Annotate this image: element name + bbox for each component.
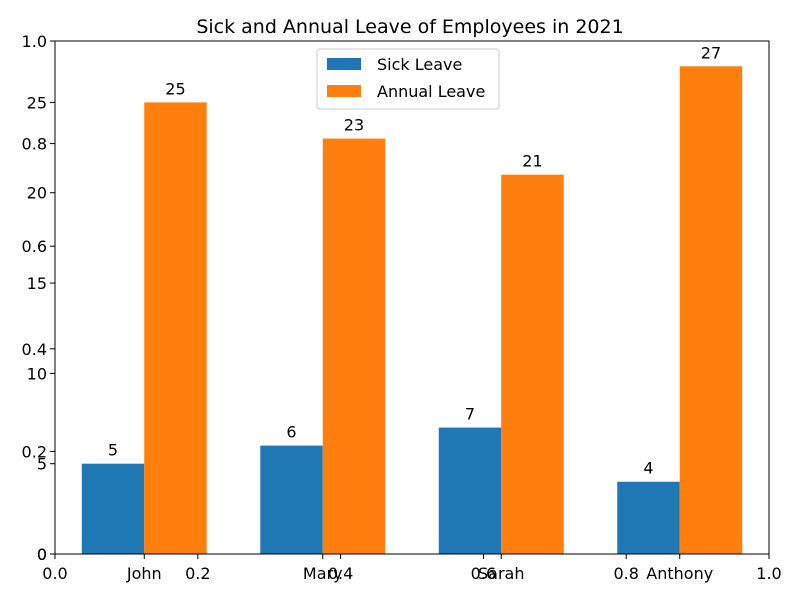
bar bbox=[438, 427, 502, 554]
legend-label: Annual Leave bbox=[377, 82, 485, 101]
y-tick-label: 10 bbox=[27, 364, 47, 383]
bar-value-label: 4 bbox=[643, 459, 653, 478]
bar bbox=[144, 102, 207, 554]
bar bbox=[260, 445, 323, 554]
bar-labels-group: 5 25 6 23 7 21 4 27 bbox=[108, 43, 721, 477]
y-tick-label: 0 bbox=[37, 545, 47, 564]
legend: Sick Leave Annual Leave bbox=[316, 48, 500, 110]
bar bbox=[501, 174, 564, 555]
bar bbox=[322, 138, 386, 555]
bar bbox=[679, 66, 743, 555]
chart-title: Sick and Annual Leave of Employees in 20… bbox=[196, 16, 623, 38]
x-tick-label: Sarah bbox=[478, 564, 524, 583]
bar-value-label: 27 bbox=[701, 43, 721, 62]
y-tick-label: 25 bbox=[27, 93, 47, 112]
legend-swatch bbox=[327, 85, 361, 97]
overlay-y-tick-label: 1.0 bbox=[22, 32, 47, 51]
overlay-y-tick-label: 0 bbox=[37, 545, 47, 564]
y-tick-label: 15 bbox=[27, 274, 47, 293]
overlay-y-tick-label: 0.4 bbox=[22, 340, 47, 359]
x-tick-label: John bbox=[126, 564, 162, 583]
overlay-x-axis: 0.0 0.2 0.4 0.6 0.8 1.0 bbox=[42, 554, 782, 583]
overlay-y-axis: 0 0.2 0.4 0.6 0.8 1.0 bbox=[22, 32, 55, 564]
y-axis: 0 5 10 15 20 25 bbox=[27, 93, 55, 564]
overlay-x-tick-label: 0.4 bbox=[328, 564, 353, 583]
x-tick-label: Mary bbox=[303, 564, 343, 583]
bar-value-label: 6 bbox=[286, 423, 296, 442]
legend-box bbox=[316, 48, 500, 110]
bars-group bbox=[81, 66, 743, 555]
bar bbox=[81, 463, 145, 554]
legend-swatch bbox=[327, 58, 361, 70]
overlay-y-tick-label: 0.6 bbox=[22, 237, 47, 256]
overlay-x-tick-label: 0.2 bbox=[185, 564, 210, 583]
bar bbox=[617, 481, 680, 554]
plot-frame bbox=[54, 40, 770, 555]
bar-value-label: 23 bbox=[344, 116, 364, 135]
bar-value-label: 21 bbox=[522, 152, 542, 171]
x-tick-label: Anthony bbox=[646, 564, 713, 583]
overlay-y-tick-label: 0.8 bbox=[22, 135, 47, 154]
bar-value-label: 25 bbox=[165, 79, 185, 98]
bar-value-label: 5 bbox=[108, 441, 118, 460]
overlay-x-tick-label: 0.8 bbox=[613, 564, 638, 583]
y-tick-label: 20 bbox=[27, 184, 47, 203]
x-axis: John Mary Sarah Anthony bbox=[126, 554, 713, 583]
overlay-y-tick-label: 0.2 bbox=[22, 442, 47, 461]
overlay-x-tick-label: 0.6 bbox=[471, 564, 496, 583]
bar-value-label: 7 bbox=[465, 405, 475, 424]
legend-label: Sick Leave bbox=[377, 55, 462, 74]
overlay-x-tick-label: 1.0 bbox=[756, 564, 781, 583]
overlay-x-tick-label: 0.0 bbox=[42, 564, 67, 583]
y-tick-label: 5 bbox=[37, 455, 47, 474]
